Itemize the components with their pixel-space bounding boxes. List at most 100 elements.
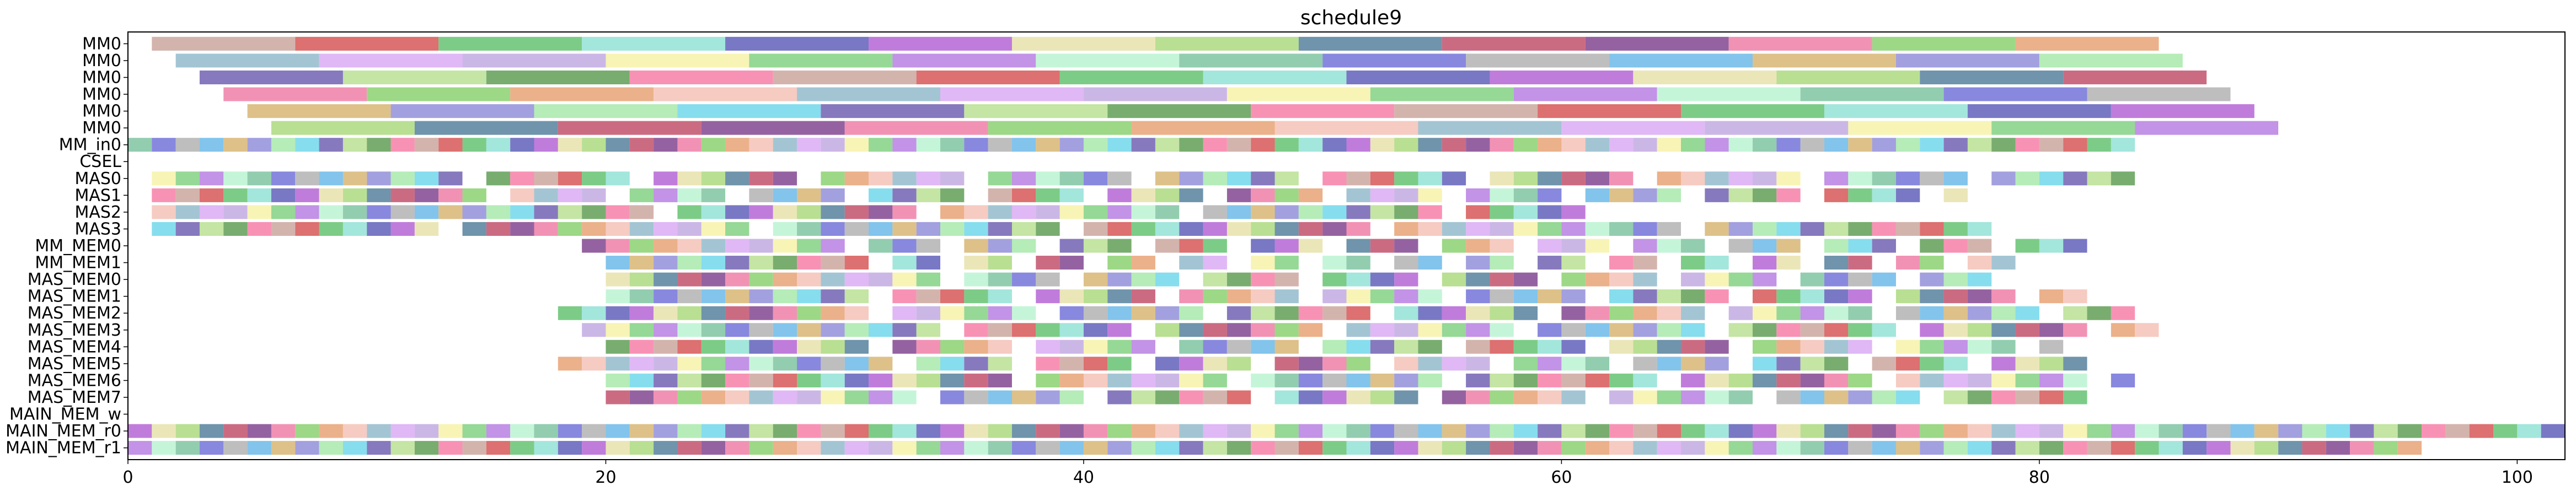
gantt-bar: [892, 239, 917, 253]
gantt-bar: [988, 390, 1012, 405]
gantt-bar: [773, 272, 797, 287]
gantt-bar: [367, 205, 391, 219]
gantt-bar: [2063, 441, 2087, 455]
gantt-bar: [869, 441, 893, 455]
gantt-bar: [654, 339, 678, 354]
gantt-bar: [916, 171, 940, 186]
gantt-bar: [1011, 222, 1036, 236]
gantt-bar: [988, 424, 1012, 438]
gantt-bar: [462, 424, 486, 438]
gantt-bar: [797, 339, 821, 354]
gantt-bar: [964, 357, 988, 371]
gantt-bar: [2063, 239, 2087, 253]
gantt-bar: [1322, 222, 1347, 236]
gantt-bar: [1179, 256, 1203, 270]
gantt-bar: [1967, 306, 1992, 320]
gantt-bar: [1251, 171, 1275, 186]
gantt-bar: [916, 272, 940, 287]
gantt-bar: [677, 339, 701, 354]
gantt-bar: [199, 138, 224, 152]
gantt-bar: [1131, 222, 1155, 236]
gantt-bar: [964, 239, 988, 253]
gantt-bar: [1895, 339, 1920, 354]
gantt-bar: [797, 239, 821, 253]
gantt-bar: [1561, 390, 1586, 405]
gantt-bar: [1059, 323, 1084, 337]
gantt-bar: [2254, 441, 2279, 455]
y-tick-label: MM0: [82, 102, 121, 121]
gantt-bar: [1943, 138, 1968, 152]
gantt-bar: [701, 323, 726, 337]
gantt-bar: [821, 104, 965, 118]
gantt-bar: [1657, 357, 1681, 371]
gantt-bar: [1800, 373, 1824, 387]
gantt-bar: [1490, 390, 1514, 405]
gantt-bar: [367, 222, 391, 236]
gantt-bar: [1967, 272, 1992, 287]
gantt-bar: [1107, 239, 1132, 253]
gantt-bar: [1920, 256, 1944, 270]
gantt-bar: [1895, 357, 1920, 371]
gantt-bar: [964, 256, 988, 270]
gantt-bar: [940, 171, 965, 186]
gantt-bar: [701, 205, 726, 219]
gantt-bar: [892, 256, 917, 270]
gantt-bar: [1920, 339, 1944, 354]
gantt-bar: [582, 36, 726, 51]
gantt-bar: [1824, 239, 1849, 253]
gantt-bar: [1585, 36, 1729, 51]
gantt-bar: [821, 390, 845, 405]
gantt-bar: [1274, 441, 1299, 455]
gantt-bar: [438, 171, 463, 186]
gantt-bar: [1609, 171, 1634, 186]
gantt-bar: [2278, 424, 2302, 438]
gantt-bar: [797, 357, 821, 371]
gantt-bar: [677, 205, 701, 219]
gantt-bar: [2469, 424, 2494, 438]
gantt-bar: [1920, 306, 1944, 320]
gantt-bar: [1179, 306, 1203, 320]
gantt-bar: [271, 188, 296, 202]
gantt-bar: [844, 138, 869, 152]
gantt-bar: [1059, 171, 1084, 186]
gantt-bar: [654, 188, 678, 202]
gantt-bar: [1967, 339, 1992, 354]
gantt-bar: [677, 272, 701, 287]
gantt-bar: [558, 424, 582, 438]
gantt-bar: [1107, 171, 1132, 186]
gantt-bar: [1538, 171, 1562, 186]
gantt-bar: [1227, 441, 1251, 455]
gantt-bar: [1322, 138, 1347, 152]
gantt-bar: [1490, 222, 1514, 236]
gantt-bar: [725, 441, 749, 455]
gantt-bar: [654, 323, 678, 337]
y-tick-label: MM0: [82, 34, 121, 53]
gantt-bar: [2111, 441, 2135, 455]
gantt-bar: [1179, 53, 1323, 68]
gantt-bar: [1776, 390, 1801, 405]
gantt-bar: [2111, 373, 2135, 387]
gantt-bar: [654, 357, 678, 371]
gantt-bar: [773, 138, 797, 152]
gantt-bar: [2015, 390, 2039, 405]
gantt-bar: [940, 188, 965, 202]
gantt-bar: [1418, 171, 1442, 186]
gantt-bar: [462, 205, 486, 219]
gantt-bar: [1657, 424, 1681, 438]
gantt-bar: [342, 188, 367, 202]
gantt-bar: [844, 390, 869, 405]
gantt-bar: [1227, 188, 1251, 202]
gantt-bar: [1322, 205, 1347, 219]
gantt-bar: [892, 171, 917, 186]
gantt-bar: [1251, 323, 1275, 337]
gantt-bar: [367, 171, 391, 186]
gantt-bar: [1179, 323, 1203, 337]
gantt-bar: [677, 256, 701, 270]
gantt-bar: [1442, 390, 1466, 405]
gantt-bar: [1083, 205, 1108, 219]
gantt-bar: [797, 222, 821, 236]
gantt-bar: [1872, 171, 1896, 186]
gantt-bar: [1633, 306, 1657, 320]
gantt-bar: [2182, 424, 2207, 438]
gantt-bar: [1776, 256, 1801, 270]
